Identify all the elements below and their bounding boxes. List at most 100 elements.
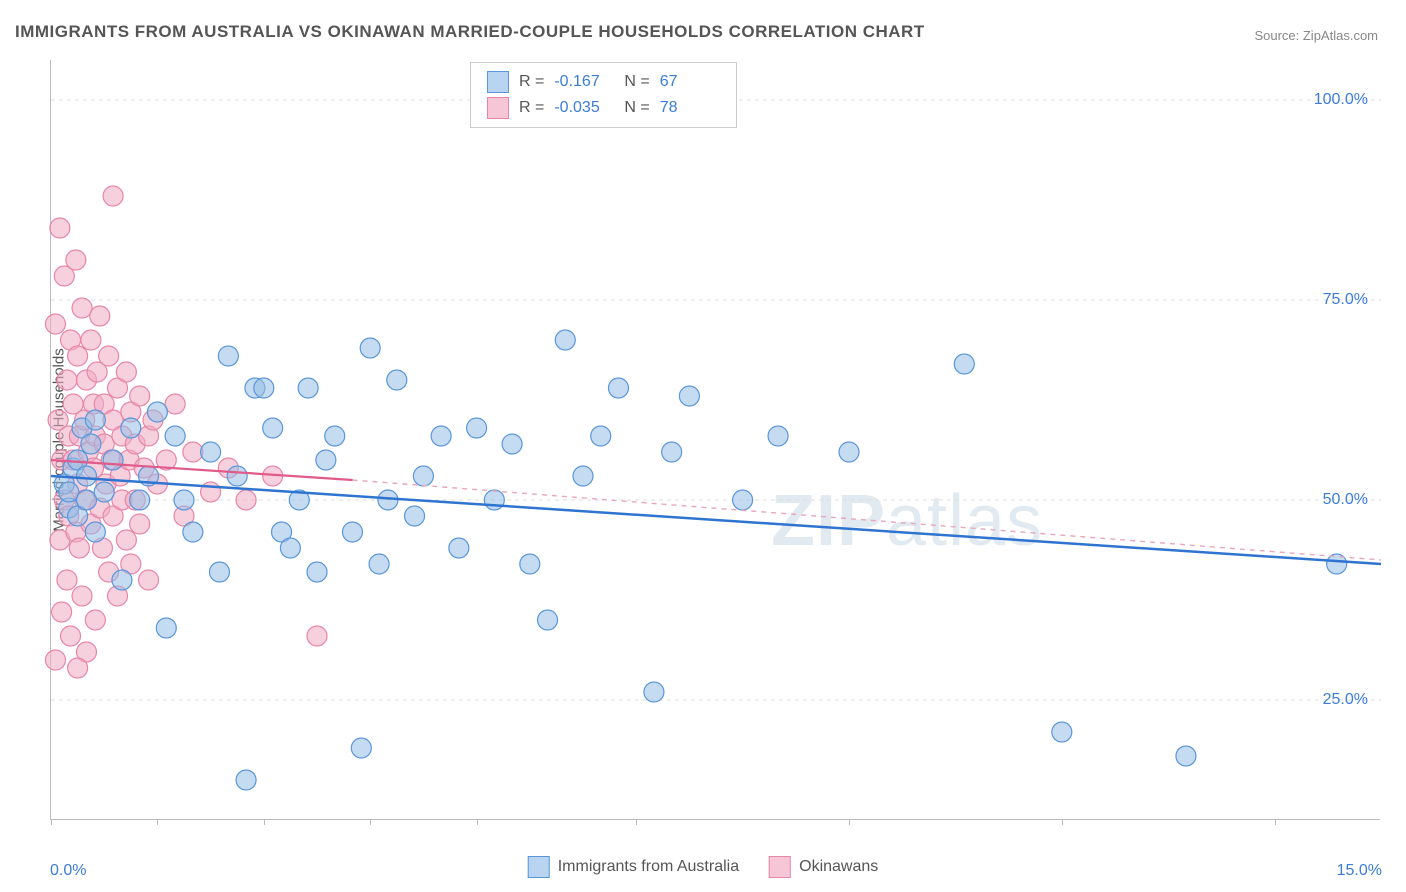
- pink-point: [50, 218, 70, 238]
- blue-point: [520, 554, 540, 574]
- blue-point: [1176, 746, 1196, 766]
- pink-point: [307, 626, 327, 646]
- blue-point: [165, 426, 185, 446]
- blue-point: [954, 354, 974, 374]
- legend-n-label: N =: [624, 99, 649, 117]
- pink-point: [72, 298, 92, 318]
- blue-point: [81, 434, 101, 454]
- pink-point: [57, 570, 77, 590]
- blue-point: [218, 346, 238, 366]
- bottom-legend-label: Okinawans: [799, 858, 878, 876]
- plot-svg: [51, 60, 1380, 819]
- x-tick: [264, 819, 265, 825]
- pink-point: [103, 186, 123, 206]
- blue-point: [467, 418, 487, 438]
- legend-n-value: 78: [660, 99, 720, 117]
- bottom-legend-item-0: Immigrants from Australia: [528, 856, 739, 878]
- pink-point: [52, 602, 72, 622]
- bottom-legend: Immigrants from Australia Okinawans: [528, 856, 879, 878]
- chart-title: IMMIGRANTS FROM AUSTRALIA VS OKINAWAN MA…: [15, 22, 925, 42]
- blue-point: [413, 466, 433, 486]
- legend-top: R = -0.167 N = 67 R = -0.035 N = 78: [470, 62, 737, 128]
- pink-point: [130, 386, 150, 406]
- pink-trend-dash: [352, 480, 1381, 560]
- pink-point: [72, 586, 92, 606]
- legend-top-row-1: R = -0.035 N = 78: [487, 95, 720, 121]
- blue-point: [431, 426, 451, 446]
- bottom-legend-item-1: Okinawans: [769, 856, 878, 878]
- legend-r-value: -0.035: [554, 99, 614, 117]
- blue-point: [316, 450, 336, 470]
- pink-point: [90, 306, 110, 326]
- pink-point: [85, 610, 105, 630]
- blue-point: [502, 434, 522, 454]
- blue-point: [591, 426, 611, 446]
- y-tick-label: 25.0%: [1323, 691, 1368, 709]
- pink-point: [45, 314, 65, 334]
- blue-point: [254, 378, 274, 398]
- pink-point: [68, 346, 88, 366]
- blue-point: [555, 330, 575, 350]
- blue-point: [59, 482, 79, 502]
- blue-point: [608, 378, 628, 398]
- blue-point: [174, 490, 194, 510]
- pink-point: [116, 530, 136, 550]
- x-tick: [1062, 819, 1063, 825]
- pink-point: [45, 650, 65, 670]
- blue-trend-line: [51, 476, 1381, 564]
- legend-n-value: 67: [660, 73, 720, 91]
- blue-point: [351, 738, 371, 758]
- blue-point: [156, 618, 176, 638]
- legend-swatch-pink: [487, 97, 509, 119]
- blue-point: [130, 490, 150, 510]
- x-tick: [370, 819, 371, 825]
- pink-point: [81, 330, 101, 350]
- bottom-legend-label: Immigrants from Australia: [558, 858, 739, 876]
- blue-point: [768, 426, 788, 446]
- pink-point: [99, 346, 119, 366]
- pink-point: [183, 442, 203, 462]
- blue-point: [1052, 722, 1072, 742]
- blue-point: [121, 418, 141, 438]
- blue-point: [644, 682, 664, 702]
- blue-point: [662, 442, 682, 462]
- x-tick: [636, 819, 637, 825]
- blue-point: [538, 610, 558, 630]
- blue-point: [573, 466, 593, 486]
- blue-point: [76, 490, 96, 510]
- blue-point: [387, 370, 407, 390]
- legend-r-value: -0.167: [554, 73, 614, 91]
- blue-point: [85, 522, 105, 542]
- legend-swatch-pink: [769, 856, 791, 878]
- blue-point: [325, 426, 345, 446]
- x-tick: [849, 819, 850, 825]
- blue-point: [298, 378, 318, 398]
- blue-point: [449, 538, 469, 558]
- pink-point: [236, 490, 256, 510]
- pink-point: [61, 626, 81, 646]
- pink-point: [130, 514, 150, 534]
- source-label: Source: ZipAtlas.com: [1254, 28, 1378, 43]
- legend-swatch-blue: [487, 71, 509, 93]
- blue-point: [201, 442, 221, 462]
- blue-point: [733, 490, 753, 510]
- legend-r-label: R =: [519, 99, 544, 117]
- x-tick: [477, 819, 478, 825]
- blue-point: [360, 338, 380, 358]
- blue-point: [342, 522, 362, 542]
- blue-point: [94, 482, 114, 502]
- y-tick-label: 50.0%: [1323, 491, 1368, 509]
- blue-point: [263, 418, 283, 438]
- x-tick: [1275, 819, 1276, 825]
- legend-r-label: R =: [519, 73, 544, 91]
- pink-point: [116, 362, 136, 382]
- blue-point: [76, 466, 96, 486]
- blue-point: [85, 410, 105, 430]
- blue-point: [405, 506, 425, 526]
- legend-top-row-0: R = -0.167 N = 67: [487, 69, 720, 95]
- y-tick-label: 100.0%: [1314, 91, 1368, 109]
- y-tick-label: 75.0%: [1323, 291, 1368, 309]
- blue-point: [679, 386, 699, 406]
- pink-point: [69, 538, 89, 558]
- blue-point: [280, 538, 300, 558]
